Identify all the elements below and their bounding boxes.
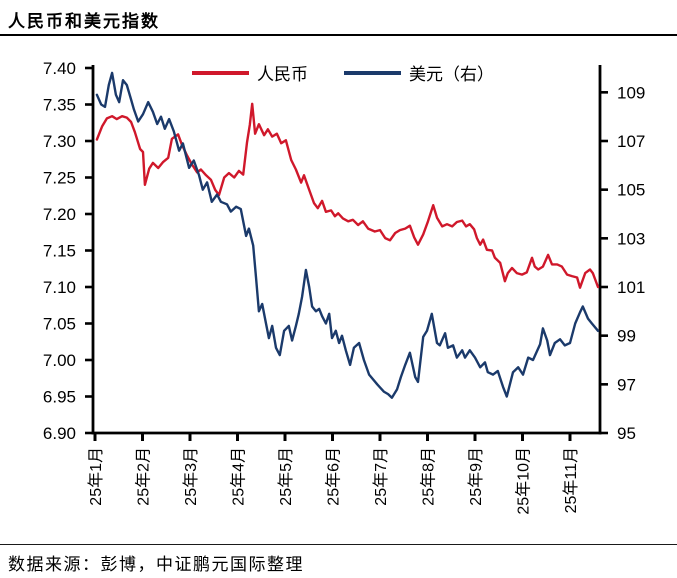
svg-text:97: 97 [617,375,636,394]
data-source: 数据来源：彭博，中证鹏元国际整理 [8,555,304,574]
svg-text:25年1月: 25年1月 [87,447,105,506]
svg-text:103: 103 [617,229,645,248]
svg-text:107: 107 [617,132,645,151]
svg-text:6.90: 6.90 [43,424,76,443]
svg-text:7.30: 7.30 [43,132,76,151]
source-divider [0,544,677,545]
axes [85,65,608,441]
svg-text:25年5月: 25年5月 [277,447,295,506]
usd-line [95,71,600,399]
svg-text:105: 105 [617,181,645,200]
svg-text:25年3月: 25年3月 [182,447,200,506]
svg-text:109: 109 [617,83,645,102]
cny-line-swatch [192,70,249,75]
svg-text:7.20: 7.20 [43,205,76,224]
legend-item-usd: 美元（右） [344,60,494,85]
svg-text:25年7月: 25年7月 [372,447,390,506]
svg-text:7.10: 7.10 [43,278,76,297]
svg-text:95: 95 [617,424,636,443]
legend-item-cny: 人民币 [192,60,308,85]
svg-text:25年11月: 25年11月 [562,447,580,513]
svg-text:6.95: 6.95 [43,388,76,407]
svg-text:25年6月: 25年6月 [325,447,343,506]
svg-text:101: 101 [617,278,645,297]
chart-title: 人民币和美元指数 [8,12,160,31]
svg-text:99: 99 [617,327,636,346]
svg-text:7.15: 7.15 [43,242,76,261]
svg-text:25年10月: 25年10月 [515,447,533,515]
usd-line-swatch [344,70,401,75]
cny-line [95,102,600,289]
svg-text:7.35: 7.35 [43,96,76,115]
legend-label-cny: 人民币 [257,65,308,84]
chart-legend: 人民币 美元（右） [192,60,494,85]
svg-text:25年4月: 25年4月 [230,447,248,506]
legend-label-usd: 美元（右） [409,65,494,84]
svg-text:7.05: 7.05 [43,315,76,334]
data-series [95,71,600,399]
svg-text:7.40: 7.40 [43,59,76,78]
svg-text:25年2月: 25年2月 [135,447,153,506]
axis-tick-labels: 6.90 6.95 7.00 7.05 7.10 7.15 7.20 7.25 7.30 7.35… [43,59,645,515]
svg-text:7.00: 7.00 [43,351,76,370]
title-divider [0,34,677,36]
svg-text:7.25: 7.25 [43,169,76,188]
svg-text:25年8月: 25年8月 [420,447,438,506]
svg-text:25年9月: 25年9月 [467,447,485,506]
